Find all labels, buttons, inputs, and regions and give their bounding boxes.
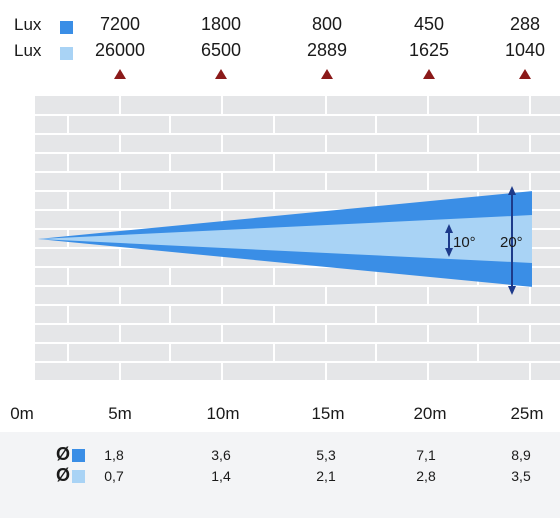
diameter-wide-10m: 3,6 [211, 447, 231, 463]
distance-25m: 25m [510, 404, 544, 423]
lux-narrow-20m: 1625 [408, 40, 450, 60]
lux-wide-20m: 450 [413, 14, 445, 34]
diameter-symbol-narrow: Ø [56, 465, 71, 485]
lux-wide-5m: 7200 [99, 14, 141, 34]
distance-5m: 5m [108, 404, 132, 423]
lux-wide-15m: 800 [311, 14, 343, 34]
narrow-beam-cone [38, 215, 532, 263]
distance-15m: 15m [311, 404, 345, 423]
wide-angle-label: 20° [500, 234, 523, 251]
wide-diameter-swatch [72, 449, 85, 462]
diameter-narrow-5m: 0,7 [104, 468, 124, 484]
diameter-band [0, 432, 560, 518]
lux-narrow-10m: 6500 [200, 40, 242, 60]
beam-diagram: 10° 20° [35, 96, 560, 380]
marker-25m-icon [519, 69, 531, 79]
marker-10m-icon [215, 69, 227, 79]
marker-5m-icon [114, 69, 126, 79]
lux-wide-25m: 288 [509, 14, 541, 34]
lux-label-wide: Lux [14, 15, 42, 34]
narrow-angle-arrow-icon [445, 224, 453, 257]
marker-15m-icon [321, 69, 333, 79]
diameter-wide-15m: 5,3 [316, 447, 336, 463]
diameter-narrow-20m: 2,8 [416, 468, 436, 484]
distance-0m: 0m [10, 404, 34, 423]
lux-narrow-25m: 1040 [504, 40, 546, 60]
narrow-angle-label: 10° [453, 234, 476, 251]
diameter-wide-5m: 1,8 [104, 447, 124, 463]
diameter-wide-20m: 7,1 [416, 447, 436, 463]
diameter-narrow-25m: 3,5 [511, 468, 531, 484]
wide-angle-arrow-icon [508, 186, 516, 295]
lux-label-narrow: Lux [14, 41, 42, 60]
lux-wide-10m: 1800 [200, 14, 242, 34]
wide-beam-swatch [60, 21, 73, 34]
narrow-beam-swatch [60, 47, 73, 60]
diameter-narrow-15m: 2,1 [316, 468, 336, 484]
diameter-wide-25m: 8,9 [511, 447, 531, 463]
marker-20m-icon [423, 69, 435, 79]
distance-20m: 20m [413, 404, 447, 423]
narrow-diameter-swatch [72, 470, 85, 483]
diameter-symbol-wide: Ø [56, 444, 71, 464]
lux-narrow-15m: 2889 [306, 40, 348, 60]
diameter-narrow-10m: 1,4 [211, 468, 231, 484]
lux-narrow-5m: 26000 [94, 40, 146, 60]
distance-10m: 10m [206, 404, 240, 423]
